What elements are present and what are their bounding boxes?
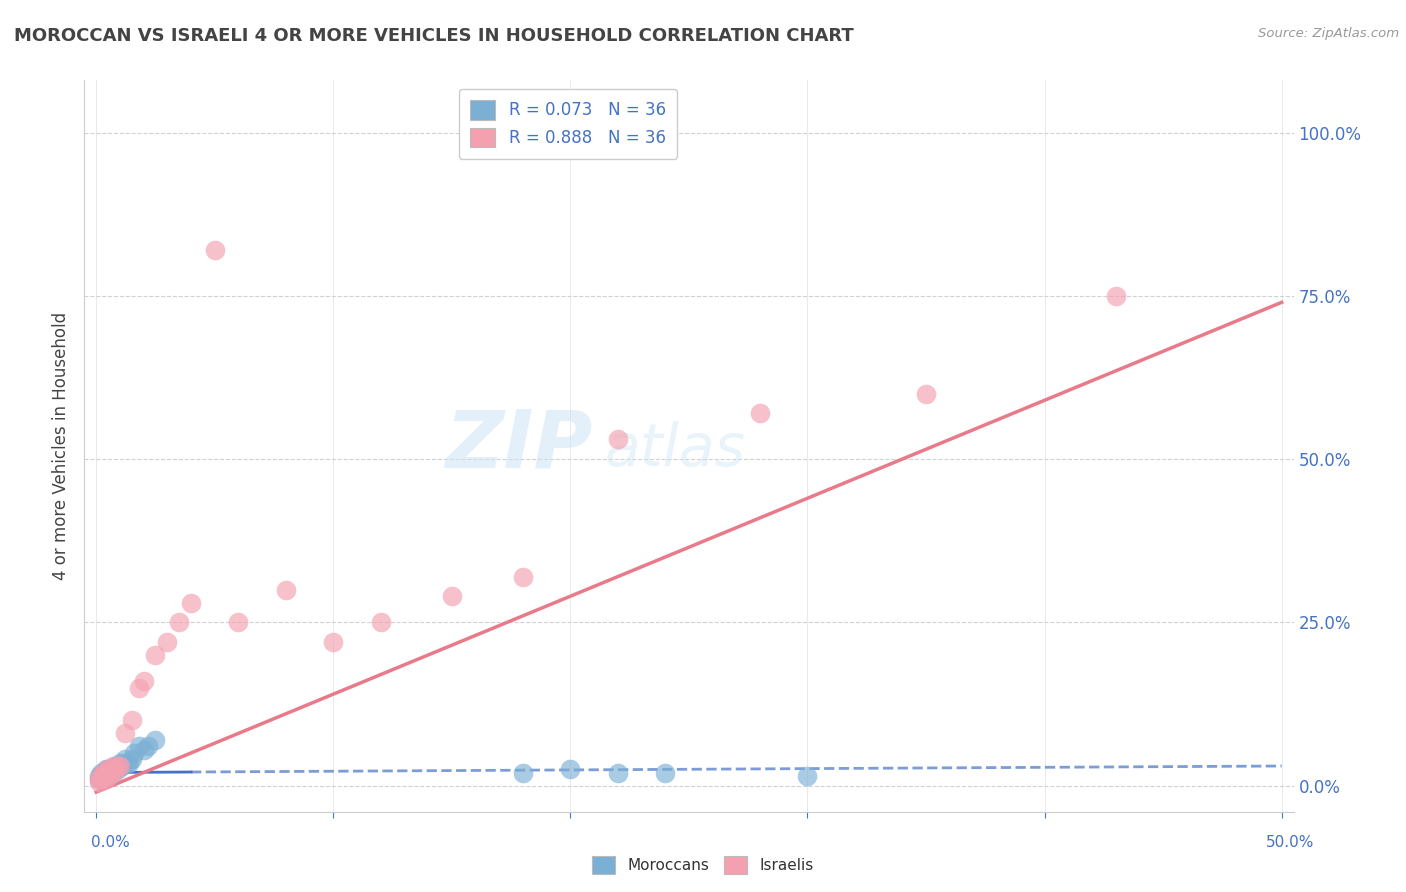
Point — [90, 765, 112, 780]
Point — [138, 739, 160, 754]
Point — [114, 752, 136, 766]
Point — [204, 243, 226, 257]
Point — [87, 772, 110, 786]
Point — [370, 615, 392, 630]
Point — [796, 769, 818, 783]
Point — [145, 648, 167, 662]
Point — [118, 756, 141, 770]
Point — [512, 765, 534, 780]
Point — [101, 765, 124, 780]
Point — [91, 769, 114, 783]
Point — [322, 635, 344, 649]
Point — [180, 596, 202, 610]
Point — [228, 615, 250, 630]
Point — [90, 772, 112, 786]
Point — [440, 589, 463, 603]
Point — [108, 759, 131, 773]
Point — [111, 759, 134, 773]
Text: atlas: atlas — [605, 421, 745, 478]
Point — [121, 752, 143, 766]
Point — [87, 772, 110, 786]
Point — [107, 762, 129, 776]
Point — [91, 769, 114, 783]
Point — [132, 674, 155, 689]
Y-axis label: 4 or more Vehicles in Household: 4 or more Vehicles in Household — [52, 312, 70, 580]
Point — [101, 762, 124, 776]
Point — [145, 732, 167, 747]
Text: 50.0%: 50.0% — [1267, 836, 1315, 850]
Point — [97, 765, 120, 780]
Point — [100, 762, 122, 776]
Text: MOROCCAN VS ISRAELI 4 OR MORE VEHICLES IN HOUSEHOLD CORRELATION CHART: MOROCCAN VS ISRAELI 4 OR MORE VEHICLES I… — [14, 27, 853, 45]
Point — [107, 759, 129, 773]
Point — [94, 772, 117, 786]
Point — [101, 759, 124, 773]
Point — [606, 433, 628, 447]
Legend: Moroccans, Israelis: Moroccans, Israelis — [586, 850, 820, 880]
Point — [121, 714, 143, 728]
Point — [90, 772, 112, 786]
Point — [115, 756, 138, 770]
Text: Source: ZipAtlas.com: Source: ZipAtlas.com — [1258, 27, 1399, 40]
Point — [512, 569, 534, 583]
Point — [97, 769, 120, 783]
Point — [128, 739, 150, 754]
Point — [100, 765, 122, 780]
Point — [87, 769, 110, 783]
Point — [560, 762, 582, 776]
Point — [128, 681, 150, 695]
Point — [107, 759, 129, 773]
Point — [104, 759, 127, 773]
Point — [104, 762, 127, 776]
Text: 0.0%: 0.0% — [91, 836, 131, 850]
Point — [108, 759, 131, 773]
Point — [606, 765, 628, 780]
Point — [108, 756, 131, 770]
Point — [91, 765, 114, 780]
Legend: R = 0.073   N = 36, R = 0.888   N = 36: R = 0.073 N = 36, R = 0.888 N = 36 — [458, 88, 678, 159]
Point — [100, 762, 122, 776]
Point — [104, 762, 127, 776]
Point — [101, 765, 124, 780]
Point — [94, 762, 117, 776]
Point — [97, 762, 120, 776]
Point — [122, 746, 145, 760]
Point — [749, 406, 772, 420]
Point — [167, 615, 190, 630]
Point — [91, 765, 114, 780]
Point — [114, 726, 136, 740]
Point — [100, 765, 122, 780]
Point — [94, 765, 117, 780]
Point — [94, 769, 117, 783]
Point — [87, 775, 110, 789]
Text: ZIP: ZIP — [444, 407, 592, 485]
Point — [90, 769, 112, 783]
Point — [97, 769, 120, 783]
Point — [654, 765, 676, 780]
Point — [1105, 289, 1128, 303]
Point — [274, 582, 297, 597]
Point — [132, 742, 155, 756]
Point — [97, 762, 120, 776]
Point — [156, 635, 179, 649]
Point — [915, 386, 938, 401]
